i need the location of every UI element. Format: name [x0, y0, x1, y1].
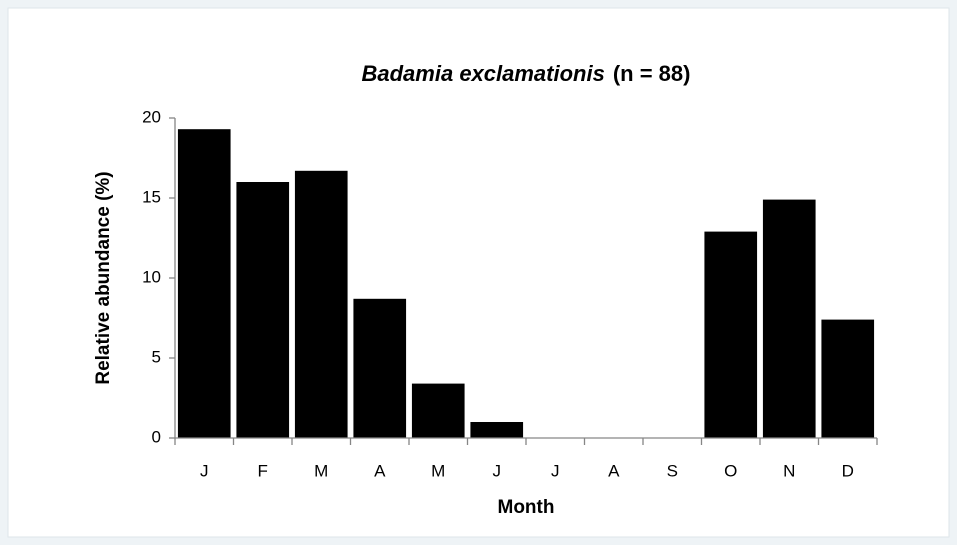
bar [177, 129, 231, 438]
bar [821, 319, 875, 438]
title-species: Badamia exclamationis [362, 61, 605, 86]
bar [411, 383, 465, 438]
x-tick-label: A [608, 461, 620, 480]
y-tick-label: 10 [142, 267, 161, 286]
x-tick-label: J [200, 461, 209, 480]
chart-title: Badamia exclamationis (n = 88) [362, 61, 691, 86]
title-sample: (n = 88) [613, 61, 691, 86]
bar [704, 231, 758, 438]
bar [470, 422, 524, 438]
x-tick-label: D [842, 461, 854, 480]
bar [353, 298, 407, 438]
y-tick-label: 20 [142, 107, 161, 126]
y-tick-label: 0 [152, 427, 161, 446]
bar [762, 199, 816, 438]
y-axis-label: Relative abundance (%) [93, 171, 114, 384]
y-tick-label: 5 [152, 347, 161, 366]
bar [236, 182, 290, 438]
y-tick-label: 15 [142, 187, 161, 206]
x-tick-label: S [667, 461, 678, 480]
x-axis-label: Month [498, 497, 555, 518]
x-tick-label: F [258, 461, 268, 480]
x-tick-label: M [314, 461, 328, 480]
x-tick-label: A [374, 461, 386, 480]
x-tick-label: J [493, 461, 502, 480]
x-tick-label: N [783, 461, 795, 480]
x-tick-label: M [431, 461, 445, 480]
x-tick-label: O [724, 461, 737, 480]
bar [294, 170, 348, 439]
x-tick-label: J [551, 461, 560, 480]
